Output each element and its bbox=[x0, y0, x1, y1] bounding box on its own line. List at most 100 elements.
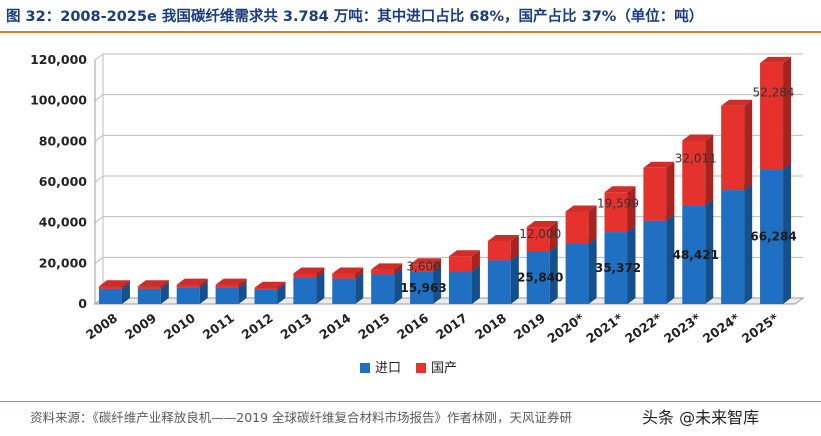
bar-front bbox=[215, 284, 239, 288]
bar-2023*-国产 bbox=[682, 134, 714, 206]
bar-front bbox=[98, 286, 122, 289]
bar-top bbox=[760, 56, 792, 63]
data-label: 15,963 bbox=[400, 281, 446, 295]
bar-2008-国产 bbox=[98, 280, 130, 289]
bar-2022*-国产 bbox=[643, 161, 675, 221]
bar-2017-国产 bbox=[448, 250, 480, 272]
bar-2014-国产 bbox=[332, 267, 364, 279]
chart-title: 图 32：2008-2025e 我国碳纤维需求共 3.784 万吨：其中进口占比… bbox=[6, 9, 704, 25]
bar-front bbox=[98, 288, 122, 304]
bar-front bbox=[254, 287, 278, 290]
bar-side bbox=[744, 184, 753, 304]
bar-top bbox=[254, 281, 286, 288]
bar-side bbox=[355, 267, 364, 279]
data-label: 66,284 bbox=[750, 230, 796, 244]
bar-front bbox=[565, 244, 589, 304]
y-tick-label: 80,000 bbox=[39, 133, 88, 148]
bar-front bbox=[176, 287, 200, 304]
bar-side bbox=[705, 134, 714, 206]
bar-2012-国产 bbox=[254, 281, 286, 290]
bar-front bbox=[721, 105, 745, 191]
x-tick-label: 2009 bbox=[122, 310, 159, 342]
x-tick-label: 2013 bbox=[278, 310, 315, 342]
bar-side bbox=[783, 163, 792, 304]
bar-side bbox=[316, 267, 325, 278]
bar-side bbox=[471, 265, 480, 304]
gridline-depth bbox=[94, 53, 104, 61]
x-tick-label: 2023* bbox=[661, 310, 704, 346]
bar-2021*-国产 bbox=[604, 186, 636, 233]
bar-side bbox=[160, 282, 169, 304]
bar-front bbox=[643, 220, 667, 304]
bar-2020*-进口 bbox=[565, 238, 597, 304]
bar-side bbox=[121, 280, 130, 289]
bar-front bbox=[526, 227, 550, 252]
bar-front bbox=[410, 271, 434, 304]
bar-top bbox=[137, 280, 169, 287]
bar-side bbox=[433, 258, 442, 272]
x-tick-label: 2019 bbox=[511, 310, 548, 342]
bar-side bbox=[510, 234, 519, 261]
x-tick-label: 2020* bbox=[544, 310, 587, 346]
gridline-depth bbox=[94, 94, 104, 102]
bar-top bbox=[215, 278, 247, 285]
data-label: 19,599 bbox=[597, 196, 639, 210]
x-tick-label: 2015 bbox=[355, 310, 392, 342]
bar-side bbox=[355, 272, 364, 304]
stacked-bar-chart: 0 20,000 40,000 60,000 80,000 100,000 120,000 2… bbox=[30, 52, 805, 376]
bar-side bbox=[588, 205, 597, 245]
x-tick-label: 2011 bbox=[200, 310, 237, 342]
bar-2024*-进口 bbox=[721, 184, 753, 304]
x-tick-label: 2008 bbox=[83, 310, 120, 342]
bar-side bbox=[471, 250, 480, 272]
bar-top bbox=[410, 258, 442, 265]
bar-front bbox=[448, 271, 472, 304]
bar-front bbox=[721, 190, 745, 304]
bar-front bbox=[137, 288, 161, 304]
data-label: 12,000 bbox=[519, 227, 561, 241]
bar-front bbox=[682, 205, 706, 304]
x-tick-label: 2014 bbox=[316, 310, 353, 342]
bar-front bbox=[332, 278, 356, 304]
bar-front bbox=[371, 274, 395, 304]
legend-swatch bbox=[360, 363, 370, 373]
legend-label: 国产 bbox=[431, 361, 457, 376]
legend-label: 进口 bbox=[375, 361, 401, 376]
bar-2011-国产 bbox=[215, 278, 247, 288]
bar-front bbox=[410, 264, 434, 272]
source-note: 资料来源：《碳纤维产业释放良机——2019 全球碳纤维复合材料市场报告》作者林刚… bbox=[30, 410, 573, 425]
bar-top bbox=[293, 267, 325, 274]
bar-side bbox=[199, 281, 208, 304]
data-label: 35,372 bbox=[595, 261, 641, 275]
bar-2018-进口 bbox=[487, 254, 519, 304]
bar-2022*-进口 bbox=[643, 214, 675, 304]
y-tick-label: 100,000 bbox=[30, 93, 87, 108]
bar-front bbox=[448, 256, 472, 272]
bar-2018-国产 bbox=[487, 234, 519, 261]
bar-2019-国产 bbox=[526, 221, 558, 252]
bar-side bbox=[394, 268, 403, 304]
watermark: 头条 @未来智库 bbox=[636, 402, 766, 430]
gridline-depth bbox=[94, 134, 104, 142]
bar-side bbox=[238, 278, 247, 288]
bar-side bbox=[549, 245, 558, 304]
bar-side bbox=[666, 214, 675, 304]
x-tick-label: 2017 bbox=[433, 310, 470, 342]
bar-top bbox=[565, 205, 597, 212]
bar-front bbox=[487, 240, 511, 261]
bar-2020*-国产 bbox=[565, 205, 597, 245]
bar-front bbox=[604, 232, 628, 304]
bar-2016-国产 bbox=[410, 258, 442, 272]
bar-front bbox=[643, 167, 667, 221]
bar-front bbox=[293, 273, 317, 278]
bar-front bbox=[604, 192, 628, 233]
bar-side bbox=[121, 282, 130, 304]
bar-front bbox=[254, 289, 278, 304]
bar-side bbox=[199, 278, 208, 288]
bar-side bbox=[549, 221, 558, 252]
gridline-depth bbox=[94, 216, 104, 224]
data-label: 32,011 bbox=[675, 152, 717, 166]
gridline-depth bbox=[94, 175, 104, 183]
data-label: 48,421 bbox=[673, 248, 719, 262]
bar-top bbox=[682, 134, 714, 141]
